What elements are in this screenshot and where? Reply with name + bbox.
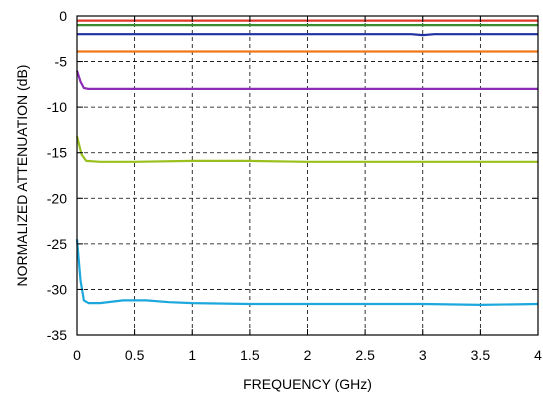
y-tick-label: 0: [59, 8, 67, 24]
series-line: [75, 136, 538, 163]
y-tick-label: -5: [55, 54, 68, 70]
y-tick-label: -25: [47, 236, 67, 252]
y-tick-labels: 0 -5 -10 -15 -20 -25 -30 -35: [47, 8, 67, 343]
x-tick-label: 1: [188, 347, 196, 363]
x-tick-label: 0: [73, 347, 81, 363]
x-tick-labels: 0 0.5 1 1.5 2 2.5 3 3.5 4: [73, 347, 542, 363]
x-tick-label: 4: [534, 347, 542, 363]
series-line: [75, 239, 539, 306]
tick-marks: [76, 15, 539, 336]
grid: [77, 16, 538, 335]
x-tick-label: 3.5: [471, 347, 491, 363]
y-tick-label: -35: [47, 327, 67, 343]
y-axis-title: NORMALIZED ATTENUATION (dB): [14, 65, 30, 287]
series-lines: [75, 19, 539, 306]
x-tick-label: 0.5: [125, 347, 145, 363]
series-line: [77, 33, 538, 37]
x-tick-label: 2.5: [355, 347, 375, 363]
y-tick-label: -30: [47, 281, 67, 297]
y-tick-label: -20: [47, 190, 67, 206]
x-tick-label: 3: [419, 347, 427, 363]
series-line: [75, 70, 538, 91]
y-tick-label: -15: [47, 145, 67, 161]
x-axis-title: FREQUENCY (GHz): [243, 376, 372, 392]
plot-frame: [76, 15, 539, 336]
x-tick-label: 1.5: [240, 347, 260, 363]
x-tick-label: 2: [304, 347, 312, 363]
y-tick-label: -10: [47, 99, 67, 115]
